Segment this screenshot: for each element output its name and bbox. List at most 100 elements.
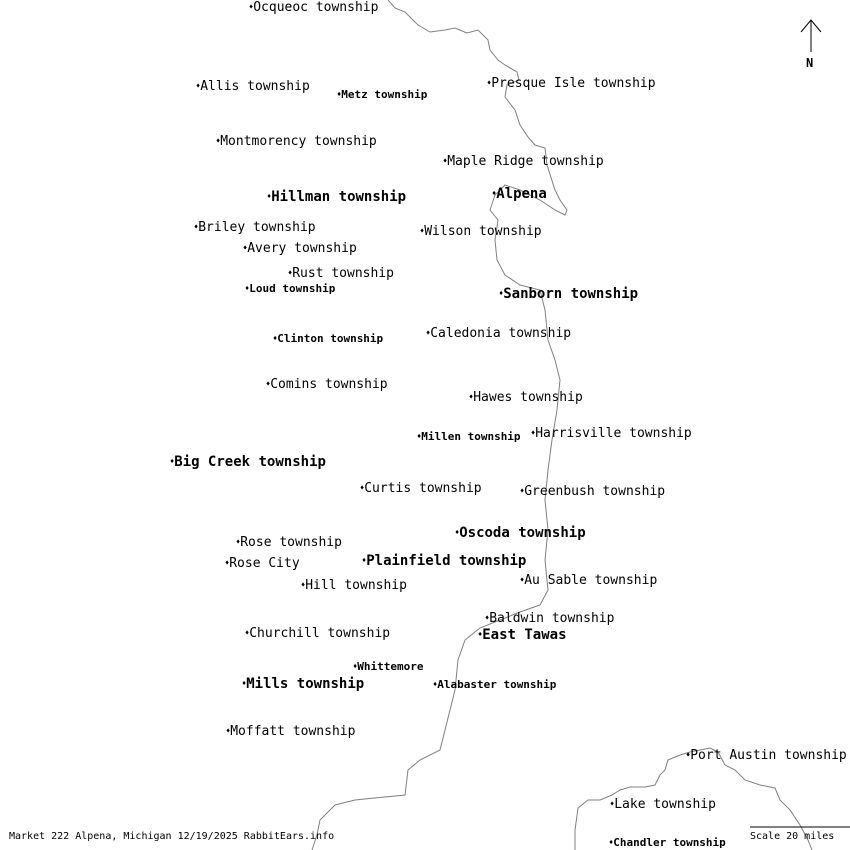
place-label: ♦Avery township xyxy=(243,242,357,255)
place-marker-icon: ♦ xyxy=(686,751,691,759)
place-marker-icon: ♦ xyxy=(288,269,293,277)
place-name: Plainfield township xyxy=(366,553,527,569)
place-marker-icon: ♦ xyxy=(170,457,175,466)
place-name: Port Austin township xyxy=(690,748,847,763)
place-label: ♦Metz township xyxy=(337,89,427,100)
place-name: Whittemore xyxy=(357,660,424,673)
north-arrow-icon xyxy=(800,19,822,52)
place-label: ♦Sanborn township xyxy=(499,287,638,301)
place-label: ♦Harrisville township xyxy=(531,427,692,440)
place-label: ♦Hill township xyxy=(301,579,407,592)
place-marker-icon: ♦ xyxy=(245,284,250,293)
place-marker-icon: ♦ xyxy=(243,244,248,252)
north-label: N xyxy=(806,56,814,70)
place-name: Sanborn township xyxy=(503,286,639,302)
place-marker-icon: ♦ xyxy=(266,380,271,388)
place-marker-icon: ♦ xyxy=(226,727,231,735)
place-marker-icon: ♦ xyxy=(417,432,422,441)
place-label: ♦Mills township xyxy=(242,677,364,691)
place-marker-icon: ♦ xyxy=(420,227,425,235)
place-name: East Tawas xyxy=(482,627,567,643)
place-marker-icon: ♦ xyxy=(337,90,342,99)
place-label: ♦East Tawas xyxy=(478,628,567,642)
lake-huron-coastline xyxy=(311,0,568,850)
place-name: Loud township xyxy=(249,282,336,295)
place-marker-icon: ♦ xyxy=(455,528,460,537)
place-name: Maple Ridge township xyxy=(447,154,604,169)
place-name: Rose City xyxy=(229,556,300,571)
place-marker-icon: ♦ xyxy=(216,137,221,145)
place-name: Mills township xyxy=(246,676,365,692)
place-name: Curtis township xyxy=(364,481,482,496)
place-label: ♦Moffatt township xyxy=(226,725,355,738)
place-label: ♦Big Creek township xyxy=(170,455,326,469)
place-label: ♦Lake township xyxy=(610,798,716,811)
place-marker-icon: ♦ xyxy=(487,79,492,87)
place-name: Alabaster township xyxy=(437,678,557,691)
footer-caption: Market 222 Alpena, Michigan 12/19/2025 R… xyxy=(9,831,335,842)
place-name: Rose township xyxy=(240,535,342,550)
place-marker-icon: ♦ xyxy=(273,334,278,343)
place-name: Greenbush township xyxy=(524,484,666,499)
place-marker-icon: ♦ xyxy=(485,614,490,622)
place-marker-icon: ♦ xyxy=(242,679,247,688)
place-label: ♦Hillman township xyxy=(267,190,406,204)
place-label: ♦Millen township xyxy=(417,431,521,442)
thumb-coastline xyxy=(574,747,813,850)
place-name: Allis township xyxy=(200,79,310,94)
place-label: ♦Comins township xyxy=(266,378,388,391)
place-label: ♦Montmorency township xyxy=(216,135,377,148)
place-label: ♦Alpena xyxy=(492,187,547,201)
place-marker-icon: ♦ xyxy=(499,289,504,298)
place-label: ♦Briley township xyxy=(194,221,316,234)
place-marker-icon: ♦ xyxy=(443,157,448,165)
place-label: ♦Rust township xyxy=(288,267,394,280)
place-label: ♦Rose City xyxy=(225,557,300,570)
place-marker-icon: ♦ xyxy=(426,329,431,337)
place-marker-icon: ♦ xyxy=(236,538,241,546)
place-marker-icon: ♦ xyxy=(225,559,230,567)
place-marker-icon: ♦ xyxy=(362,556,367,565)
place-label: ♦Chandler township xyxy=(609,837,726,848)
place-name: Moffatt township xyxy=(230,724,356,739)
place-marker-icon: ♦ xyxy=(610,800,615,808)
place-name: Clinton township xyxy=(277,332,384,345)
place-name: Baldwin township xyxy=(489,611,615,626)
place-marker-icon: ♦ xyxy=(478,630,483,639)
place-name: Caledonia township xyxy=(430,326,572,341)
place-name: Wilson township xyxy=(424,224,542,239)
place-label: ♦Baldwin township xyxy=(485,612,614,625)
place-label: ♦Oscoda township xyxy=(455,526,586,540)
place-name: Big Creek township xyxy=(174,454,326,470)
place-label: ♦Curtis township xyxy=(360,482,482,495)
place-name: Chandler township xyxy=(613,836,726,849)
place-name: Briley township xyxy=(198,220,316,235)
place-label: ♦Whittemore xyxy=(353,661,423,672)
place-name: Hillman township xyxy=(271,189,407,205)
place-name: Alpena xyxy=(496,186,547,202)
place-label: ♦Hawes township xyxy=(469,391,583,404)
place-marker-icon: ♦ xyxy=(249,3,254,11)
place-name: Comins township xyxy=(270,377,388,392)
place-name: Rust township xyxy=(292,266,394,281)
place-name: Montmorency township xyxy=(220,134,377,149)
place-name: Ocqueoc township xyxy=(253,0,379,15)
place-marker-icon: ♦ xyxy=(469,393,474,401)
place-label: ♦Caledonia township xyxy=(426,327,571,340)
place-marker-icon: ♦ xyxy=(492,189,497,198)
place-marker-icon: ♦ xyxy=(267,192,272,201)
place-label: ♦Maple Ridge township xyxy=(443,155,604,168)
place-name: Hawes township xyxy=(473,390,583,405)
place-marker-icon: ♦ xyxy=(196,82,201,90)
place-name: Harrisville township xyxy=(535,426,692,441)
place-label: ♦Ocqueoc township xyxy=(249,1,378,14)
place-label: ♦Plainfield township xyxy=(362,554,526,568)
place-marker-icon: ♦ xyxy=(245,629,250,637)
place-marker-icon: ♦ xyxy=(531,429,536,437)
place-label: ♦Au Sable township xyxy=(520,574,657,587)
place-name: Lake township xyxy=(614,797,716,812)
place-label: ♦Loud township xyxy=(245,283,335,294)
place-marker-icon: ♦ xyxy=(520,487,525,495)
place-label: ♦Wilson township xyxy=(420,225,542,238)
